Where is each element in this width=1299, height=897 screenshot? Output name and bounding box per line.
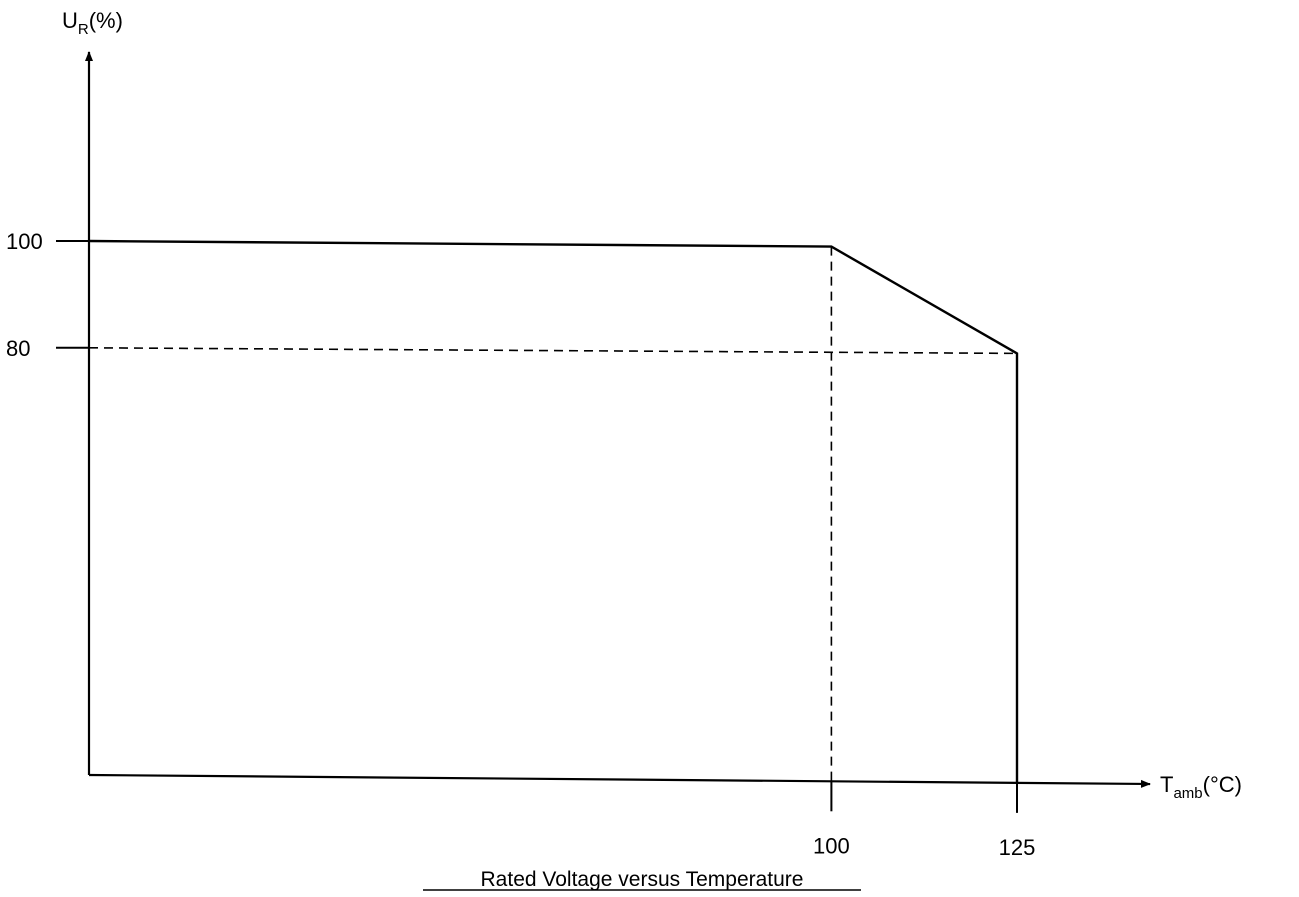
x-axis-label: Tamb(°C)	[1160, 772, 1242, 802]
x-axis-label-main: T	[1160, 772, 1173, 797]
chart-title: Rated Voltage versus Temperature	[481, 868, 804, 891]
ticks-group: 100 80 100 125	[6, 229, 1035, 860]
x-tick-label-100: 100	[813, 833, 850, 858]
y-axis-label: UR(%)	[62, 8, 123, 38]
x-axis-line	[88, 773, 1151, 788]
x-tick-label-125: 125	[999, 835, 1036, 860]
series-group	[88, 239, 1019, 783]
reference-line-1	[88, 347, 1018, 355]
y-axis-label-main: U	[62, 8, 78, 33]
series-line-0	[88, 239, 1019, 783]
y-tick-label-80: 80	[6, 336, 30, 361]
y-tick-label-100: 100	[6, 229, 43, 254]
y-axis-label-unit: (%)	[89, 8, 123, 33]
y-axis-label-sub: R	[78, 21, 89, 38]
reference-lines	[88, 246, 1018, 782]
x-axis-label-unit: (°C)	[1203, 772, 1242, 797]
x-axis-label-sub: amb	[1173, 785, 1202, 802]
